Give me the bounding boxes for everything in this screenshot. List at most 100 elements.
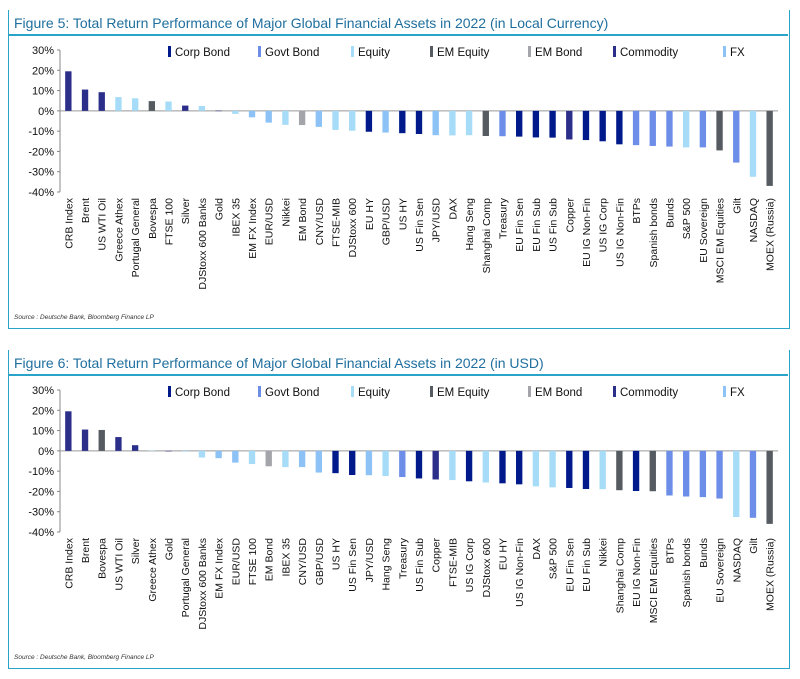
x-tick-label: Shanghai Comp bbox=[614, 538, 626, 613]
bar-s-p-500 bbox=[682, 110, 690, 148]
x-tick-label: Brent bbox=[80, 538, 92, 563]
x-tick-label: S&P 500 bbox=[681, 198, 693, 239]
bar-gilt bbox=[749, 450, 757, 518]
bar-us-ig-corp bbox=[599, 110, 606, 142]
y-tick-label: 0% bbox=[38, 446, 54, 458]
figure-6-panel bbox=[8, 350, 790, 669]
x-tick-label: Gold bbox=[164, 538, 176, 560]
bar-eu-sovereign bbox=[716, 450, 723, 499]
figure-5-source: Source : Deutsche Bank, Bloomberg Financ… bbox=[14, 314, 154, 321]
x-tick-label: US IG Corp bbox=[464, 538, 476, 592]
x-tick-label: CRB Index bbox=[63, 197, 75, 249]
y-tick-label: -20% bbox=[28, 486, 54, 498]
bar-btps bbox=[666, 450, 673, 496]
x-tick-label: CNY/USD bbox=[297, 538, 309, 586]
legend-label-em-bond: EM Bond bbox=[535, 47, 582, 59]
bar-us-ig-non-fin bbox=[516, 450, 523, 485]
x-tick-label: MSCI EM Equities bbox=[648, 538, 660, 623]
bar-jpy-usd bbox=[365, 450, 373, 476]
bar-eu-ig-non-fin bbox=[632, 450, 640, 492]
bar-brent bbox=[81, 429, 89, 451]
bar-us-hy bbox=[399, 110, 406, 134]
bar-msci-em-equities bbox=[649, 450, 656, 492]
legend-swatch-em-bond bbox=[528, 386, 531, 397]
x-tick-label: GBP/USD bbox=[314, 538, 326, 586]
bar-ibex-35 bbox=[282, 450, 289, 468]
legend-swatch-em-equity bbox=[430, 46, 433, 57]
y-tick-label: -20% bbox=[28, 146, 54, 158]
bar-ftse-mib bbox=[332, 110, 339, 130]
bar-bovespa bbox=[98, 429, 105, 451]
x-tick-label: DJStoxx 600 Banks bbox=[197, 198, 209, 290]
y-tick-label: -10% bbox=[28, 466, 54, 478]
x-tick-label: BTPs bbox=[664, 538, 676, 564]
legend-swatch-commodity bbox=[613, 46, 616, 57]
x-tick-label: MOEX (Russia) bbox=[765, 198, 777, 271]
bar-djstoxx-600 bbox=[482, 450, 489, 483]
x-tick-label: EU Sovereign bbox=[715, 538, 727, 603]
bar-eu-fin-sen bbox=[516, 110, 523, 137]
bar-eu-sovereign bbox=[699, 110, 707, 148]
bar-ibex-35 bbox=[232, 110, 239, 114]
x-tick-label: CRB Index bbox=[63, 537, 75, 589]
x-tick-label: US IG Non-Fin bbox=[614, 198, 626, 267]
x-tick-label: EUR/USD bbox=[230, 538, 242, 586]
legend-label-em-equity: EM Equity bbox=[437, 47, 490, 59]
bar-btps bbox=[632, 110, 640, 146]
bar-silver bbox=[182, 105, 189, 111]
x-tick-label: EU IG Non-Fin bbox=[581, 198, 593, 267]
bar-copper bbox=[566, 110, 573, 140]
legend-label-commodity: Commodity bbox=[620, 387, 678, 399]
bar-gold bbox=[215, 110, 222, 112]
x-tick-label: Hang Seng bbox=[464, 198, 476, 251]
bar-us-fin-sen bbox=[415, 110, 423, 134]
bar-eu-fin-sub bbox=[582, 450, 590, 489]
x-tick-label: FTSE 100 bbox=[164, 198, 176, 245]
legend-swatch-equity bbox=[351, 46, 354, 57]
bar-eur-usd bbox=[232, 450, 239, 463]
legend-swatch-fx bbox=[723, 46, 726, 57]
x-tick-label: Gilt bbox=[731, 198, 743, 214]
x-tick-label: GBP/USD bbox=[381, 198, 393, 246]
x-tick-label: Portugal General bbox=[130, 198, 142, 277]
x-tick-label: Treasury bbox=[397, 537, 409, 579]
x-tick-label: Greece Athex bbox=[147, 537, 159, 601]
bar-portugal-general bbox=[182, 450, 189, 452]
bar-djstoxx-600-banks bbox=[198, 450, 206, 458]
x-tick-label: EU IG Non-Fin bbox=[631, 538, 643, 607]
x-tick-label: Shanghai Comp bbox=[481, 198, 493, 273]
bar-nikkei bbox=[599, 450, 606, 490]
y-tick-label: -10% bbox=[28, 126, 54, 138]
x-tick-label: FTSE-MIB bbox=[447, 538, 459, 587]
y-tick-label: 10% bbox=[32, 86, 54, 98]
bar-eu-hy bbox=[365, 110, 373, 132]
bar-moex-russia bbox=[766, 110, 773, 186]
x-tick-label: DAX bbox=[447, 198, 459, 220]
bar-gold bbox=[165, 450, 172, 452]
figure-5-panel bbox=[8, 10, 790, 329]
legend-swatch-corp-bond bbox=[168, 46, 171, 57]
legend-swatch-corp-bond bbox=[168, 386, 171, 397]
legend-label-commodity: Commodity bbox=[620, 47, 678, 59]
legend-label-corp-bond: Corp Bond bbox=[175, 47, 230, 59]
bar-em-fx-index bbox=[248, 110, 256, 118]
x-tick-label: US Fin Sen bbox=[347, 538, 359, 592]
x-tick-label: Silver bbox=[180, 198, 192, 225]
x-tick-label: US HY bbox=[397, 198, 409, 230]
x-tick-label: MSCI EM Equities bbox=[715, 198, 727, 283]
y-tick-label: 30% bbox=[32, 45, 54, 57]
y-tick-label: 10% bbox=[32, 426, 54, 438]
y-tick-label: 20% bbox=[32, 65, 54, 77]
bar-eu-fin-sub bbox=[532, 110, 540, 138]
x-tick-label: Spanish bonds bbox=[681, 538, 693, 607]
x-tick-label: Brent bbox=[80, 198, 92, 223]
y-tick-label: 20% bbox=[32, 405, 54, 417]
bar-ftse-100 bbox=[165, 101, 172, 111]
x-tick-label: EUR/USD bbox=[264, 198, 276, 246]
legend-swatch-fx bbox=[723, 386, 726, 397]
x-tick-label: DJStoxx 600 bbox=[481, 538, 493, 598]
x-tick-label: CNY/USD bbox=[314, 198, 326, 246]
x-tick-label: US HY bbox=[331, 538, 343, 570]
bar-bunds bbox=[666, 110, 673, 147]
bar-dax bbox=[532, 450, 540, 487]
